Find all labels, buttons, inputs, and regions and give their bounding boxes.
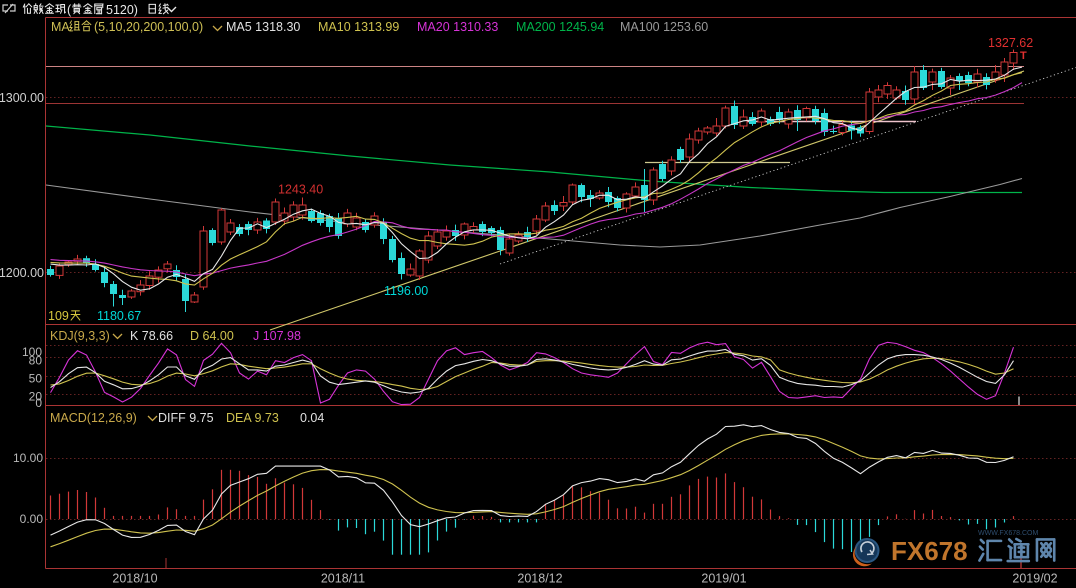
svg-text:20: 20 <box>29 390 43 404</box>
svg-text:100: 100 <box>22 345 42 359</box>
svg-text:(: ( <box>67 3 72 17</box>
svg-text:109: 109 <box>48 309 69 323</box>
svg-text:MACD(12,26,9): MACD(12,26,9) <box>50 411 137 425</box>
svg-text:KDJ(9,3,3): KDJ(9,3,3) <box>50 329 110 343</box>
svg-text:WWW.FX678.COM: WWW.FX678.COM <box>978 530 1038 537</box>
svg-text:2018/11: 2018/11 <box>321 572 365 586</box>
svg-text:0: 0 <box>35 396 42 410</box>
svg-text:0.00: 0.00 <box>20 512 44 526</box>
svg-text:D 64.00: D 64.00 <box>190 329 234 343</box>
svg-text:1300.00: 1300.00 <box>0 91 44 105</box>
svg-text:MA10 1313.99: MA10 1313.99 <box>318 20 399 34</box>
svg-text:K 78.66: K 78.66 <box>130 329 173 343</box>
svg-text:80: 80 <box>29 354 43 368</box>
svg-text:MA100 1253.60: MA100 1253.60 <box>620 20 708 34</box>
svg-text:2018/10: 2018/10 <box>112 572 157 586</box>
svg-text:1180.67: 1180.67 <box>97 309 141 323</box>
svg-text:FX678: FX678 <box>891 536 968 566</box>
svg-text:MA: MA <box>51 20 70 34</box>
svg-text:DEA 9.73: DEA 9.73 <box>226 411 279 425</box>
svg-text:2019/01: 2019/01 <box>701 572 746 586</box>
svg-text:1243.40: 1243.40 <box>278 183 323 197</box>
svg-text:DIFF 9.75: DIFF 9.75 <box>158 411 214 425</box>
svg-text:5120): 5120) <box>106 3 138 17</box>
svg-text:50: 50 <box>29 372 43 386</box>
svg-text:(5,10,20,200,100,0): (5,10,20,200,100,0) <box>94 20 203 34</box>
svg-text:10.00: 10.00 <box>13 451 43 465</box>
svg-text:2019/02: 2019/02 <box>1012 572 1057 586</box>
svg-text:1327.62: 1327.62 <box>988 36 1033 50</box>
svg-text:1200.00: 1200.00 <box>0 266 44 280</box>
svg-text:J 107.98: J 107.98 <box>253 329 301 343</box>
svg-text:2018/12: 2018/12 <box>517 572 562 586</box>
svg-text:MA5 1318.30: MA5 1318.30 <box>226 20 300 34</box>
svg-text:1196.00: 1196.00 <box>384 284 428 298</box>
svg-text:MA200 1245.94: MA200 1245.94 <box>516 20 604 34</box>
svg-text:MA20 1310.33: MA20 1310.33 <box>417 20 498 34</box>
svg-text:T: T <box>1020 50 1027 62</box>
svg-text:0.04: 0.04 <box>300 411 324 425</box>
